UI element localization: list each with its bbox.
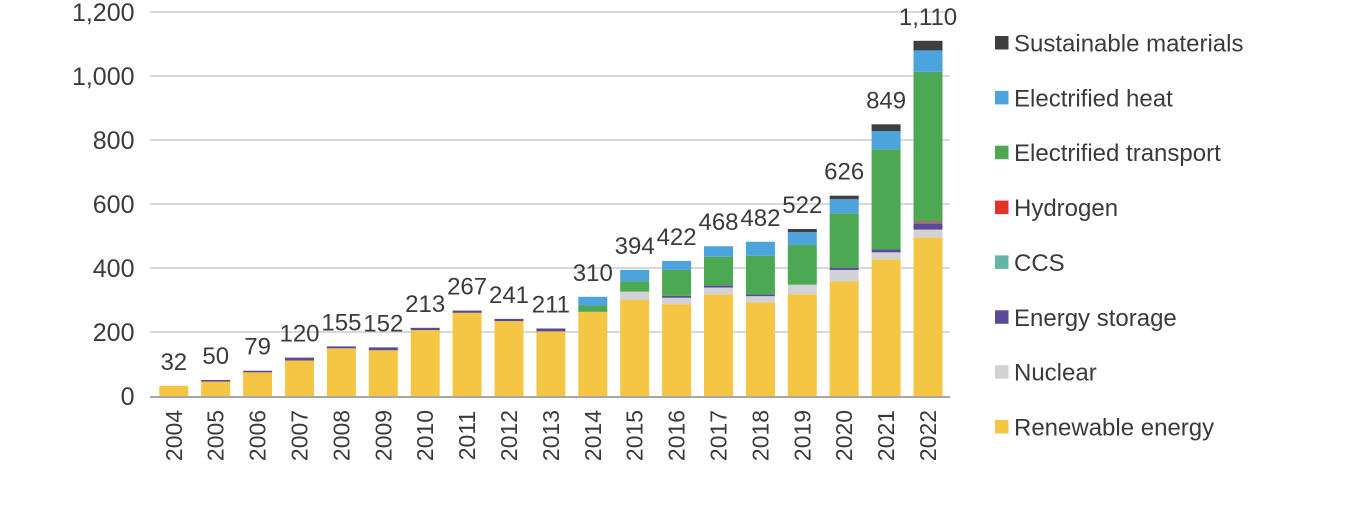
svg-text:200: 200 bbox=[93, 319, 135, 347]
svg-text:2006: 2006 bbox=[245, 410, 271, 461]
svg-text:2004: 2004 bbox=[161, 410, 187, 461]
svg-text:600: 600 bbox=[93, 191, 135, 219]
svg-text:626: 626 bbox=[824, 159, 864, 186]
svg-text:120: 120 bbox=[279, 321, 319, 348]
svg-text:2009: 2009 bbox=[370, 410, 396, 461]
svg-text:1,200: 1,200 bbox=[72, 0, 135, 27]
svg-text:482: 482 bbox=[740, 205, 780, 232]
svg-text:Hydrogen: Hydrogen bbox=[1014, 195, 1118, 222]
svg-text:2011: 2011 bbox=[454, 411, 480, 460]
svg-text:394: 394 bbox=[615, 233, 655, 260]
svg-text:211: 211 bbox=[532, 292, 570, 319]
svg-text:CCS: CCS bbox=[1014, 250, 1065, 277]
svg-text:2007: 2007 bbox=[287, 410, 313, 461]
svg-text:468: 468 bbox=[698, 209, 738, 236]
svg-text:1,000: 1,000 bbox=[72, 63, 135, 91]
svg-text:Electrified transport: Electrified transport bbox=[1014, 140, 1221, 167]
svg-text:2005: 2005 bbox=[203, 410, 229, 461]
svg-text:2019: 2019 bbox=[789, 410, 815, 461]
svg-text:1,110: 1,110 bbox=[899, 4, 957, 31]
svg-text:2020: 2020 bbox=[831, 410, 857, 461]
svg-text:422: 422 bbox=[657, 224, 697, 251]
svg-text:152: 152 bbox=[363, 310, 403, 337]
svg-text:522: 522 bbox=[782, 192, 822, 219]
svg-text:0: 0 bbox=[121, 383, 135, 411]
svg-text:2012: 2012 bbox=[496, 410, 522, 461]
svg-text:2014: 2014 bbox=[580, 410, 606, 461]
svg-text:267: 267 bbox=[447, 274, 487, 301]
svg-text:32: 32 bbox=[160, 349, 187, 376]
svg-text:2015: 2015 bbox=[622, 410, 648, 461]
svg-text:Electrified heat: Electrified heat bbox=[1014, 85, 1173, 112]
svg-text:310: 310 bbox=[573, 260, 613, 287]
svg-text:849: 849 bbox=[866, 87, 906, 114]
svg-text:2021: 2021 bbox=[873, 410, 899, 461]
svg-text:79: 79 bbox=[244, 334, 271, 361]
svg-text:2022: 2022 bbox=[915, 410, 941, 461]
svg-text:800: 800 bbox=[93, 127, 135, 155]
svg-text:2010: 2010 bbox=[412, 410, 438, 461]
svg-text:2013: 2013 bbox=[538, 410, 564, 461]
svg-text:Nuclear: Nuclear bbox=[1014, 360, 1097, 387]
svg-text:Renewable energy: Renewable energy bbox=[1014, 415, 1214, 442]
svg-text:155: 155 bbox=[321, 309, 361, 336]
svg-text:400: 400 bbox=[93, 255, 135, 283]
svg-text:2008: 2008 bbox=[328, 410, 354, 461]
svg-text:2016: 2016 bbox=[664, 410, 690, 461]
svg-text:213: 213 bbox=[405, 291, 445, 318]
svg-text:Sustainable materials: Sustainable materials bbox=[1014, 31, 1243, 58]
svg-text:2017: 2017 bbox=[706, 410, 732, 461]
svg-text:241: 241 bbox=[489, 282, 529, 309]
svg-text:50: 50 bbox=[202, 343, 229, 370]
svg-text:2018: 2018 bbox=[747, 410, 773, 461]
svg-text:Energy storage: Energy storage bbox=[1014, 305, 1177, 332]
